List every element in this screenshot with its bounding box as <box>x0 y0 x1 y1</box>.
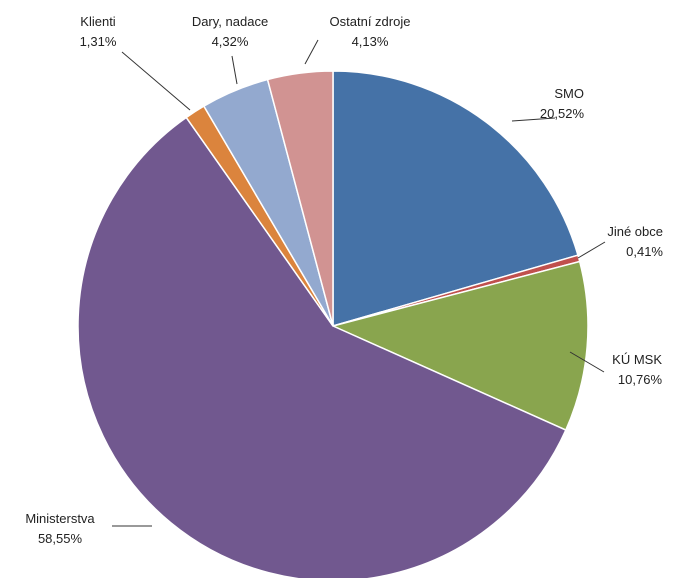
leader-line <box>511 117 556 122</box>
pie-slices <box>77 70 589 578</box>
pie-slice-ostatní-zdroje <box>266 70 334 327</box>
pie-slice-kú-msk <box>330 260 589 432</box>
leader-line <box>121 51 191 111</box>
slice-label: KÚ MSK <box>612 352 662 367</box>
slice-value-label: 4,13% <box>352 34 389 49</box>
slice-label: SMO <box>554 86 584 101</box>
slice-label: Klienti <box>80 14 116 29</box>
leader-line <box>231 55 238 85</box>
slice-value-label: 1,31% <box>80 34 117 49</box>
slice-value-label: 0,41% <box>626 244 663 259</box>
pie-slice-smo <box>332 70 579 327</box>
leader-line <box>577 241 606 259</box>
slice-value-label: 20,52% <box>540 106 585 121</box>
slice-label: Dary, nadace <box>192 14 268 29</box>
leader-lines <box>112 39 606 527</box>
leader-line <box>304 39 319 65</box>
slice-labels: SMO 20,52% Jiné obce 0,41% KÚ MSK 10,76% Minis… <box>25 14 663 546</box>
slice-value-label: 58,55% <box>38 531 83 546</box>
slice-value-label: 10,76% <box>618 372 663 387</box>
slice-value-label: 4,32% <box>212 34 249 49</box>
slice-label: Jiné obce <box>607 224 663 239</box>
slice-label: Ministerstva <box>25 511 95 526</box>
pie-slice-ministerstva <box>77 116 567 578</box>
slice-label: Ostatní zdroje <box>330 14 411 29</box>
leader-line <box>569 351 605 373</box>
